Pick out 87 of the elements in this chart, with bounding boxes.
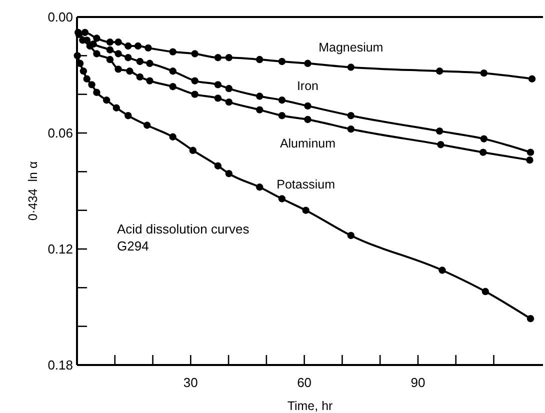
point (278, 58, 286, 66)
point (256, 92, 264, 100)
point (437, 141, 444, 148)
point (436, 127, 444, 135)
point (143, 122, 151, 129)
point (225, 98, 233, 106)
y-tick-label: 0.00 (48, 10, 73, 24)
series-label: Iron (296, 78, 319, 93)
point (86, 42, 94, 50)
point (88, 81, 96, 88)
annotation: Acid dissolution curves (117, 222, 250, 237)
point (214, 54, 222, 62)
point (191, 77, 198, 84)
point (438, 266, 446, 274)
x-tick-label: 60 (297, 375, 312, 390)
point (256, 56, 264, 64)
point (124, 112, 132, 120)
point (114, 66, 122, 73)
point (114, 50, 122, 58)
point (526, 315, 534, 322)
point (169, 133, 176, 140)
point (347, 112, 355, 120)
point (278, 112, 286, 120)
point (304, 102, 312, 110)
point (480, 69, 488, 77)
point (106, 38, 114, 46)
point (214, 81, 222, 88)
point (347, 64, 355, 71)
point (304, 60, 312, 67)
y-tick-label: 0.06 (48, 126, 73, 140)
point (126, 68, 134, 75)
point (93, 34, 100, 42)
point (347, 126, 355, 133)
point (102, 96, 110, 104)
point (191, 50, 198, 58)
point (134, 42, 142, 50)
point (81, 28, 89, 36)
point (83, 75, 90, 82)
point (136, 73, 144, 81)
point (482, 288, 490, 296)
series-label: Aluminum (280, 136, 336, 150)
point (256, 106, 264, 114)
point (106, 46, 114, 54)
point (169, 83, 176, 90)
point (278, 96, 286, 104)
point (114, 38, 122, 46)
point (112, 104, 120, 112)
y-axis-title: 0·434 ln α (26, 161, 40, 221)
y-tick-label: 0.18 (48, 358, 73, 372)
point (225, 54, 233, 62)
point (214, 162, 222, 170)
point (304, 116, 312, 124)
point (124, 42, 132, 50)
point (526, 156, 534, 164)
x-axis-title: Time, hr (287, 399, 333, 413)
point (480, 148, 487, 156)
y-tick-label: 0.12 (48, 242, 73, 256)
x-tick-label: 30 (183, 375, 198, 390)
point (528, 75, 536, 82)
point (146, 77, 154, 84)
point (214, 94, 222, 102)
point (302, 206, 310, 214)
point (93, 88, 100, 96)
point (191, 90, 198, 98)
point (347, 232, 355, 240)
point (80, 68, 88, 75)
point (136, 58, 144, 66)
point (93, 50, 100, 58)
point (124, 54, 132, 62)
point (225, 84, 233, 92)
point (146, 60, 154, 67)
point (74, 52, 81, 60)
point (436, 68, 444, 75)
point (169, 68, 176, 75)
x-tick-label: 90 (410, 375, 426, 390)
point (256, 184, 264, 191)
point (225, 170, 233, 178)
point (189, 146, 197, 154)
point (278, 195, 286, 202)
point (480, 135, 488, 142)
series-label: Potassium (276, 177, 336, 192)
point (106, 56, 114, 64)
series-label: Magnesium (318, 40, 384, 54)
point (169, 48, 176, 56)
annotation: G294 (117, 238, 149, 254)
point (144, 44, 152, 52)
point (526, 148, 534, 156)
